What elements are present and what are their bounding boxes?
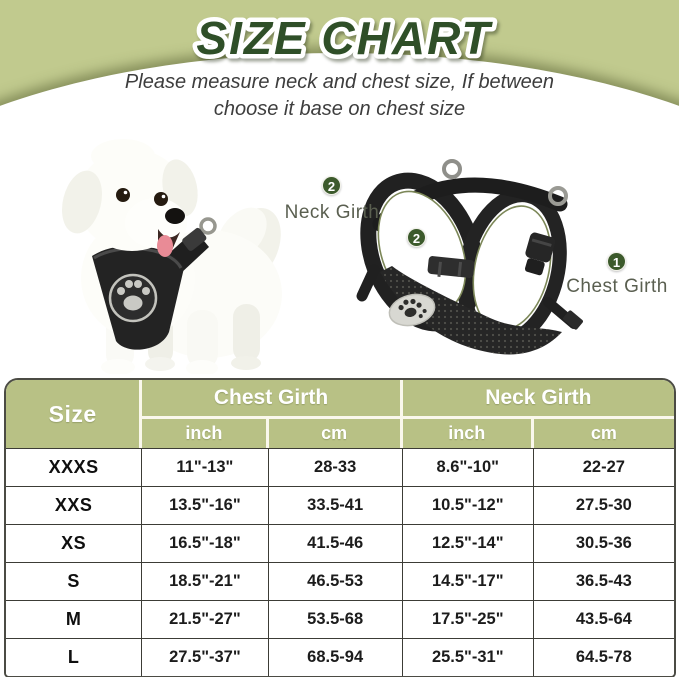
harness-illustration — [356, 159, 583, 355]
chest-girth-label: Chest Girth — [566, 276, 668, 297]
chest-inch-value: 27.5"-37" — [142, 638, 269, 676]
neck-cm-value: 27.5-30 — [533, 486, 674, 524]
dog-illustration — [62, 139, 282, 374]
neck-cm-value: 64.5-78 — [533, 638, 674, 676]
d-ring-icon — [199, 217, 217, 235]
chest-inch-value: 21.5"-27" — [142, 600, 269, 638]
table-row: XXS 13.5"-16" 33.5-41 10.5"-12" 27.5-30 — [6, 486, 674, 524]
chest-cm-value: 41.5-46 — [268, 524, 403, 562]
neck-inch-value: 8.6"-10" — [402, 448, 534, 486]
neck-cm-value: 43.5-64 — [533, 600, 674, 638]
neck-cm-value: 22-27 — [533, 448, 674, 486]
subtitle-line-2: choose it base on chest size — [213, 98, 466, 120]
size-table: Size Chest Girth Neck Girth inch cm inch… — [4, 378, 676, 677]
table-row: S 18.5"-21" 46.5-53 14.5"-17" 36.5-43 — [6, 562, 674, 600]
size-label: XXS — [6, 486, 143, 524]
neck-inch-value: 10.5"-12" — [402, 486, 534, 524]
dog-photo — [62, 139, 282, 374]
page-title-text: SIZE CHART — [196, 12, 493, 64]
column-header-chest-cm: cm — [268, 419, 403, 448]
chest-inch-value: 11"-13" — [142, 448, 269, 486]
harness-neck-marker-badge: 2 — [407, 228, 426, 247]
d-ring-icon — [442, 159, 462, 179]
d-ring-icon — [548, 186, 568, 206]
strap-adjuster — [563, 310, 583, 330]
neck-girth-label: Neck Girth — [284, 202, 380, 223]
neck-inch-value: 12.5"-14" — [402, 524, 534, 562]
table-row: L 27.5"-37" 68.5-94 25.5"-31" 64.5-78 — [6, 638, 674, 676]
harness-photo — [356, 159, 583, 355]
harness-buckle — [182, 227, 207, 251]
size-label: M — [6, 600, 143, 638]
table-header-group-row: Size Chest Girth Neck Girth — [6, 380, 674, 448]
table-header-unit-row: inch cm inch cm — [6, 419, 674, 448]
column-header-neck-inch: inch — [402, 419, 534, 448]
column-group-chest-girth: Chest Girth — [142, 380, 403, 419]
hero-section: SIZE CHART Please measure neck and chest… — [0, 0, 679, 374]
chest-cm-value: 33.5-41 — [268, 486, 403, 524]
chest-cm-value: 53.5-68 — [268, 600, 403, 638]
chest-cm-value: 68.5-94 — [268, 638, 403, 676]
chest-inch-value: 16.5"-18" — [142, 524, 269, 562]
column-header-chest-inch: inch — [142, 419, 269, 448]
chest-cm-value: 46.5-53 — [268, 562, 403, 600]
neck-inch-value: 25.5"-31" — [402, 638, 534, 676]
strap-adjuster — [427, 256, 475, 278]
size-label: XXXS — [6, 448, 143, 486]
subtitle-line-1: Please measure neck and chest size, If b… — [124, 71, 555, 93]
neck-cm-value: 30.5-36 — [533, 524, 674, 562]
chest-inch-value: 13.5"-16" — [142, 486, 269, 524]
neck-inch-value: 14.5"-17" — [402, 562, 534, 600]
neck-cm-value: 36.5-43 — [533, 562, 674, 600]
column-group-neck-girth: Neck Girth — [402, 380, 674, 419]
column-header-size: Size — [6, 380, 143, 448]
page-title: SIZE CHART — [192, 8, 496, 69]
size-label: XS — [6, 524, 143, 562]
neck-girth-number-badge: 2 — [322, 176, 341, 195]
subtitle: Please measure neck and chest size, If b… — [0, 69, 679, 123]
table-row: M 21.5"-27" 53.5-68 17.5"-25" 43.5-64 — [6, 600, 674, 638]
size-label: L — [6, 638, 143, 676]
reflective-paw-patch — [388, 293, 436, 327]
chest-inch-value: 18.5"-21" — [142, 562, 269, 600]
side-release-buckle — [524, 232, 556, 276]
chest-girth-number-badge: 1 — [607, 252, 626, 271]
column-header-neck-cm: cm — [533, 419, 674, 448]
size-table-grid: Size Chest Girth Neck Girth inch cm inch… — [6, 380, 674, 676]
size-label: S — [6, 562, 143, 600]
paw-print-icon — [108, 273, 158, 323]
chest-cm-value: 28-33 — [268, 448, 403, 486]
table-row: XXXS 11"-13" 28-33 8.6"-10" 22-27 — [6, 448, 674, 486]
table-row: XS 16.5"-18" 41.5-46 12.5"-14" 30.5-36 — [6, 524, 674, 562]
neck-inch-value: 17.5"-25" — [402, 600, 534, 638]
